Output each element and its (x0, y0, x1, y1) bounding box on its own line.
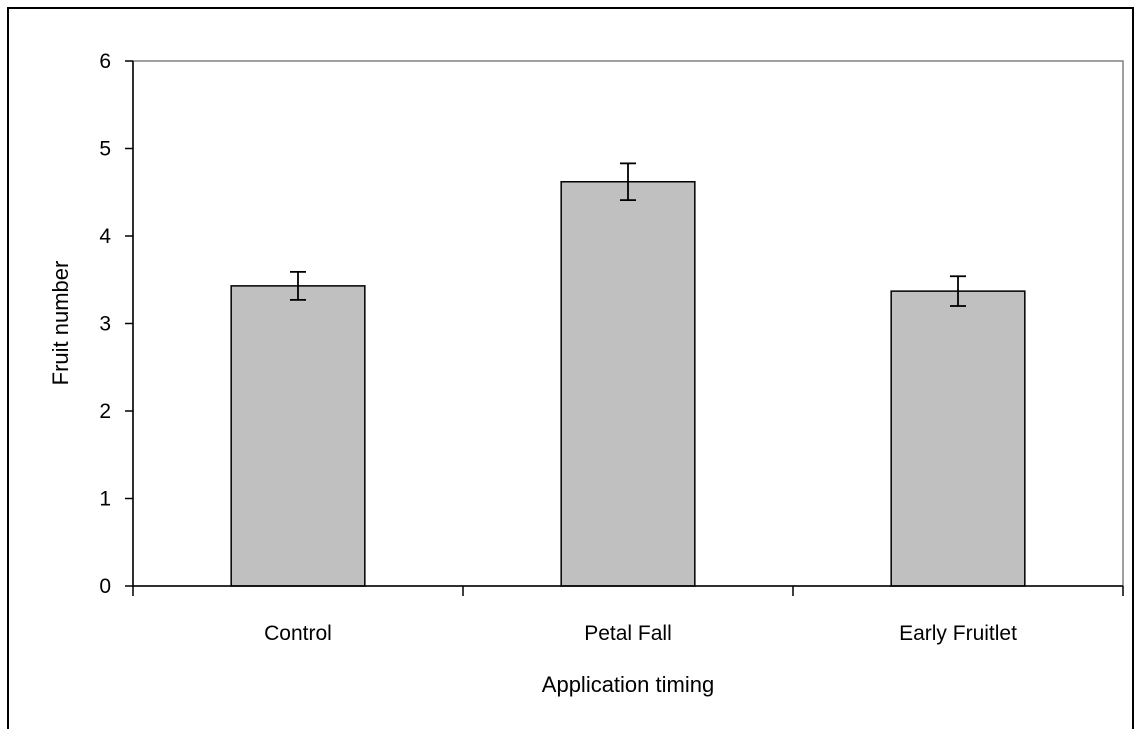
error-bars-layer (290, 162, 966, 307)
y-tick-label: 3 (99, 313, 111, 336)
y-tick-label: 2 (99, 400, 111, 423)
y-tick-label: 5 (99, 138, 111, 161)
bar-petal-fall (560, 181, 696, 587)
x-tick-label: Petal Fall (584, 622, 672, 645)
bar-control (230, 285, 366, 587)
chart-border (7, 7, 1134, 734)
y-axis-title: Fruit number (48, 261, 73, 386)
bars-layer (230, 181, 1026, 587)
y-tick-label: 0 (99, 575, 111, 598)
y-tick-label: 4 (99, 225, 111, 248)
bar-early-fruitlet (890, 290, 1026, 587)
x-tick-label: Early Fruitlet (899, 622, 1017, 645)
y-tick-label: 1 (99, 488, 111, 511)
y-tick-label: 6 (99, 50, 111, 73)
y-ticks-layer: 0 1 2 3 4 5 6 (99, 50, 133, 598)
x-ticks-layer: Control Petal Fall Early Fruitlet (132, 586, 1124, 645)
x-axis-title: Application timing (542, 672, 714, 697)
x-tick-label: Control (264, 622, 332, 645)
